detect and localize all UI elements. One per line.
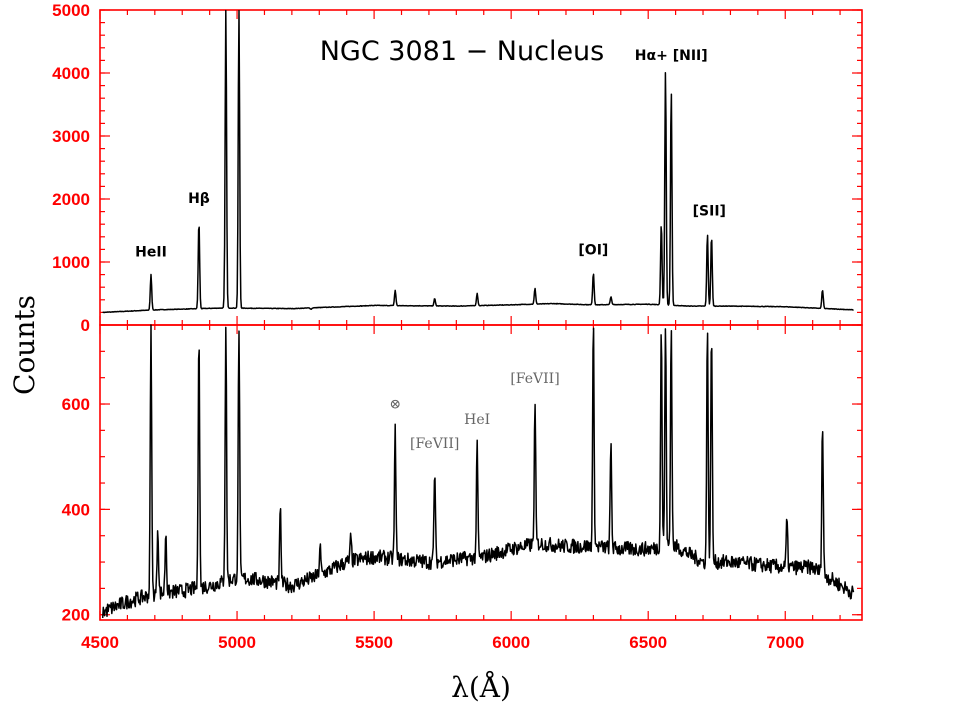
top-y-tick-label: 2000: [52, 190, 90, 209]
bottom-y-tick-label: 600: [62, 395, 90, 414]
top-line-label: Hβ: [188, 191, 210, 207]
chart-title: NGC 3081 − Nucleus: [320, 36, 605, 67]
bottom-line-label: HeI: [464, 412, 490, 428]
bottom-panel-spectrum-line: [101, 324, 855, 619]
bottom-line-label: [FeVII]: [510, 371, 559, 387]
bottom-line-label: ⊗: [389, 396, 401, 412]
x-tick-label: 5000: [218, 633, 256, 652]
x-tick-label: 6000: [492, 633, 530, 652]
top-y-tick-label: 1000: [52, 253, 90, 272]
x-tick-label: 5500: [355, 633, 393, 652]
x-tick-label: 4500: [81, 633, 119, 652]
top-y-tick-label: 4000: [52, 64, 90, 83]
top-panel-ticks: 0 1000 2000 3000 4000 5000: [52, 1, 862, 335]
top-y-tick-label: 0: [81, 316, 90, 335]
top-y-tick-label: 5000: [52, 1, 90, 20]
top-panel-spectrum-line: [102, 9, 854, 314]
x-tick-label: 7000: [766, 633, 804, 652]
bottom-panel-frame: [99, 324, 863, 621]
bottom-panel-ticks: 200 400 600 4500 5000 5500 6000 6500 7000: [62, 324, 862, 652]
top-panel-line-labels: HeII Hβ [OI] Hα+ [NII] [SII]: [135, 48, 726, 261]
x-tick-label: 6500: [629, 633, 667, 652]
bottom-panel-line-labels: ⊗ [FeVII] HeI [FeVII]: [389, 371, 559, 452]
top-line-label: Hα+ [NII]: [635, 48, 708, 64]
bottom-line-label: [FeVII]: [410, 436, 459, 452]
y-axis-title: Counts: [8, 295, 41, 395]
top-line-label: [SII]: [693, 204, 726, 220]
top-line-label: HeII: [135, 245, 167, 261]
x-axis-title: λ(Å): [451, 671, 511, 704]
bottom-y-tick-label: 200: [62, 606, 90, 625]
bottom-y-tick-label: 400: [62, 500, 90, 519]
top-line-label: [OI]: [578, 243, 608, 259]
top-y-tick-label: 3000: [52, 127, 90, 146]
